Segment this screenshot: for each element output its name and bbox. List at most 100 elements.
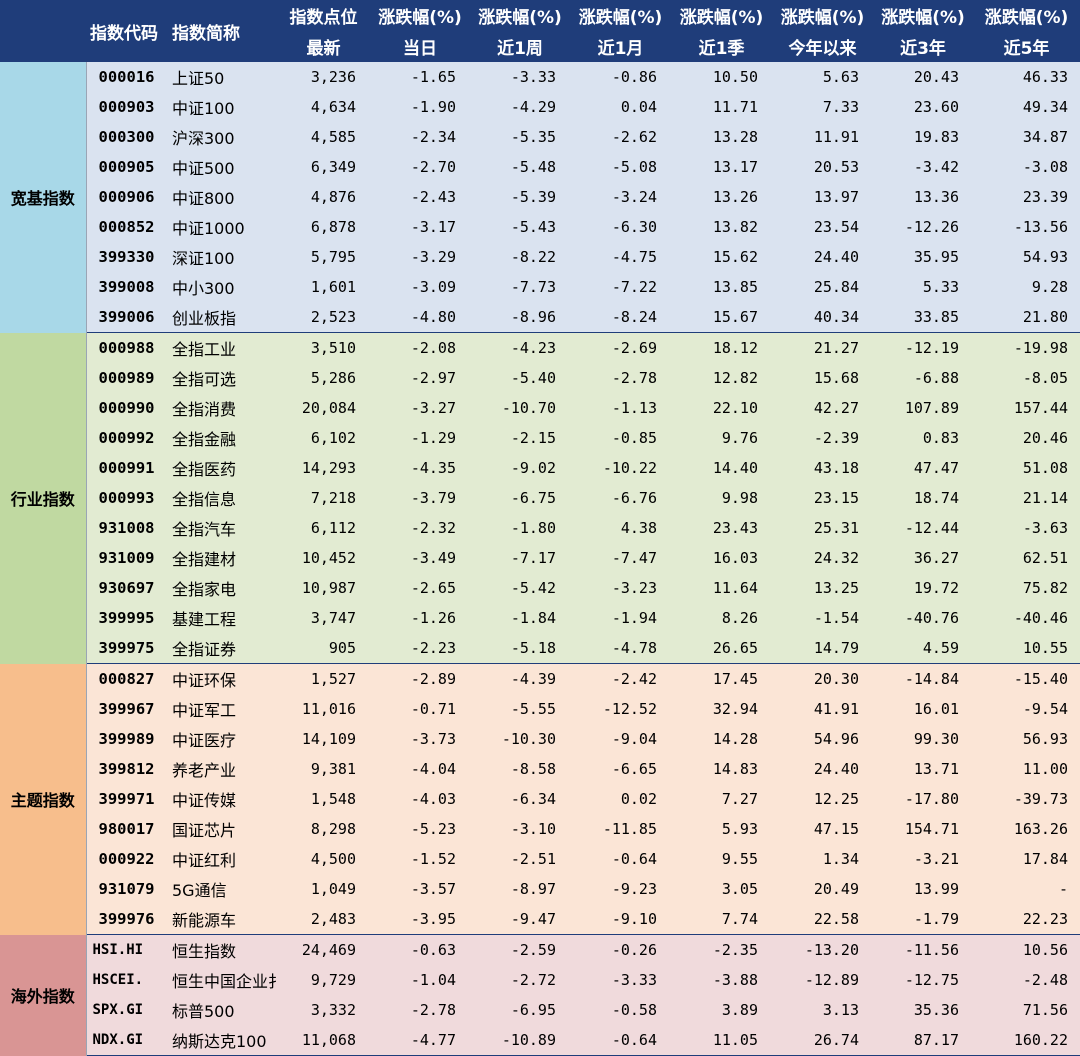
index-code-cell: 399330: [86, 242, 168, 272]
index-code-cell: 000905: [86, 152, 168, 182]
header-change-5y: 涨跌幅(%): [973, 0, 1080, 31]
change-5y-cell: -3.08: [973, 152, 1080, 182]
change-3y-cell: 5.33: [873, 272, 973, 302]
change-1q-cell: 10.50: [671, 62, 772, 92]
change-1m-cell: -1.13: [570, 393, 671, 423]
index-code-cell: HSI.HI: [86, 934, 168, 965]
change-ytd-cell: 43.18: [772, 453, 873, 483]
change-1w-cell: -8.96: [470, 302, 570, 333]
header-change-1w: 涨跌幅(%): [470, 0, 570, 31]
change-1q-cell: 9.76: [671, 423, 772, 453]
change-1q-cell: 3.89: [671, 995, 772, 1025]
change-5y-cell: 9.28: [973, 272, 1080, 302]
change-1w-cell: -4.29: [470, 92, 570, 122]
index-code-cell: HSCEI.: [86, 965, 168, 995]
change-1w-cell: -5.39: [470, 182, 570, 212]
change-ytd-cell: -12.89: [772, 965, 873, 995]
change-5y-cell: 20.46: [973, 423, 1080, 453]
change-1q-cell: 13.28: [671, 122, 772, 152]
change-5y-cell: 49.34: [973, 92, 1080, 122]
change-1q-cell: 14.83: [671, 754, 772, 784]
index-level-cell: 20,084: [277, 393, 370, 423]
change-1d-cell: -1.65: [370, 62, 470, 92]
change-3y-cell: -11.56: [873, 934, 973, 965]
change-1d-cell: -3.95: [370, 904, 470, 935]
index-name-cell: 上证50: [168, 62, 277, 92]
change-1m-cell: -10.22: [570, 453, 671, 483]
change-ytd-cell: 5.63: [772, 62, 873, 92]
header-corner: [0, 0, 86, 62]
index-name-cell: 全指信息: [168, 483, 277, 513]
change-1q-cell: -2.35: [671, 934, 772, 965]
change-3y-cell: -12.19: [873, 332, 973, 363]
change-3y-cell: 35.36: [873, 995, 973, 1025]
index-name-cell: 纳斯达克100: [168, 1025, 277, 1056]
index-name-cell: 中证传媒: [168, 784, 277, 814]
index-name-cell: 全指证券: [168, 633, 277, 664]
change-1q-cell: 11.71: [671, 92, 772, 122]
table-row: 399008 中小300 1,601 -3.09 -7.73 -7.22 13.85 25.8…: [0, 272, 1080, 302]
index-level-cell: 9,381: [277, 754, 370, 784]
header-change-1d: 涨跌幅(%): [370, 0, 470, 31]
change-3y-cell: 13.71: [873, 754, 973, 784]
change-1w-cell: -3.10: [470, 814, 570, 844]
index-level-cell: 11,016: [277, 694, 370, 724]
change-1d-cell: -4.03: [370, 784, 470, 814]
header-change-ytd: 涨跌幅(%): [772, 0, 873, 31]
change-1w-cell: -10.89: [470, 1025, 570, 1056]
change-1m-cell: -0.86: [570, 62, 671, 92]
header-level: 指数点位: [277, 0, 370, 31]
index-level-cell: 3,747: [277, 603, 370, 633]
index-name-cell: 全指汽车: [168, 513, 277, 543]
change-5y-cell: 51.08: [973, 453, 1080, 483]
change-1q-cell: 18.12: [671, 332, 772, 363]
index-code-cell: 000922: [86, 844, 168, 874]
change-5y-cell: -8.05: [973, 363, 1080, 393]
change-1d-cell: -3.29: [370, 242, 470, 272]
index-code-cell: 000903: [86, 92, 168, 122]
change-1m-cell: -2.62: [570, 122, 671, 152]
index-code-cell: 000989: [86, 363, 168, 393]
change-ytd-cell: 14.79: [772, 633, 873, 664]
header-row-2: 最新 当日 近1周 近1月 近1季 今年以来 近3年 近5年: [0, 31, 1080, 62]
change-1q-cell: 11.05: [671, 1025, 772, 1056]
table-row: SPX.GI 标普500 3,332 -2.78 -6.95 -0.58 3.89 3.13 3…: [0, 995, 1080, 1025]
change-1w-cell: -10.70: [470, 393, 570, 423]
change-1m-cell: -9.04: [570, 724, 671, 754]
change-1m-cell: -8.24: [570, 302, 671, 333]
change-1q-cell: 22.10: [671, 393, 772, 423]
index-level-cell: 14,109: [277, 724, 370, 754]
table-row: 000852 中证1000 6,878 -3.17 -5.43 -6.30 13.82 23.…: [0, 212, 1080, 242]
table-row: 海外指数 HSI.HI 恒生指数 24,469 -0.63 -2.59 -0.26 -2.35…: [0, 934, 1080, 1056]
change-3y-cell: -14.84: [873, 663, 973, 694]
change-1w-cell: -5.18: [470, 633, 570, 664]
index-level-cell: 2,483: [277, 904, 370, 935]
change-1d-cell: -3.73: [370, 724, 470, 754]
index-level-cell: 6,349: [277, 152, 370, 182]
table-row: 宽基指数 000016 上证50 3,236 -1.65 -3.33 -0.86 10.50 5…: [0, 62, 1080, 333]
change-1q-cell: 13.26: [671, 182, 772, 212]
change-3y-cell: -12.26: [873, 212, 973, 242]
change-ytd-cell: 47.15: [772, 814, 873, 844]
change-1d-cell: -3.49: [370, 543, 470, 573]
change-ytd-cell: 25.31: [772, 513, 873, 543]
index-code-cell: 000016: [86, 62, 168, 92]
index-name-cell: 全指消费: [168, 393, 277, 423]
change-1d-cell: -2.43: [370, 182, 470, 212]
change-3y-cell: 47.47: [873, 453, 973, 483]
change-ytd-cell: -2.39: [772, 423, 873, 453]
change-3y-cell: 154.71: [873, 814, 973, 844]
table-row: 930697 全指家电 10,987 -2.65 -5.42 -3.23 11.64 13.2…: [0, 573, 1080, 603]
index-level-cell: 4,634: [277, 92, 370, 122]
index-code-cell: SPX.GI: [86, 995, 168, 1025]
change-1w-cell: -5.48: [470, 152, 570, 182]
change-1m-cell: -9.10: [570, 904, 671, 935]
change-3y-cell: 107.89: [873, 393, 973, 423]
change-1q-cell: 15.62: [671, 242, 772, 272]
index-level-cell: 1,548: [277, 784, 370, 814]
index-level-cell: 3,332: [277, 995, 370, 1025]
change-1m-cell: -2.78: [570, 363, 671, 393]
index-code-cell: 399976: [86, 904, 168, 935]
change-ytd-cell: 20.30: [772, 663, 873, 694]
